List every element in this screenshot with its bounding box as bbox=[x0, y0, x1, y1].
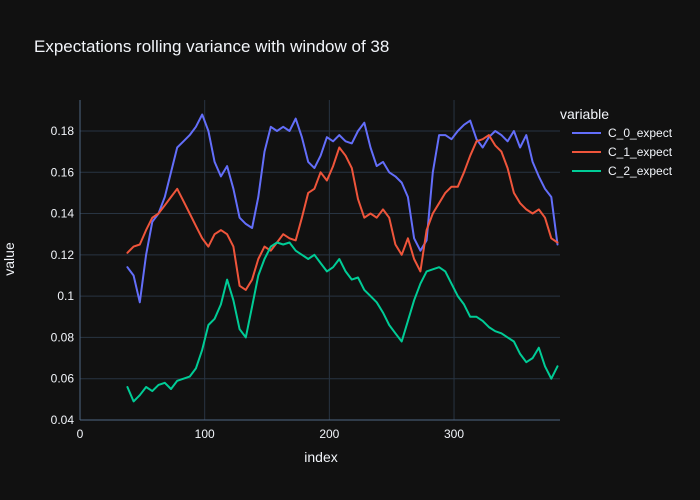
y-tick-label: 0.16 bbox=[51, 165, 75, 179]
x-tick-label: 0 bbox=[77, 427, 84, 441]
chart-title: Expectations rolling variance with windo… bbox=[34, 37, 389, 56]
y-tick-label: 0.06 bbox=[51, 372, 75, 386]
y-axis-title: value bbox=[1, 242, 17, 276]
legend-label: C_0_expect bbox=[608, 126, 673, 140]
legend-title: variable bbox=[560, 106, 609, 122]
legend: variable C_0_expect C_1_expect C_2_expect bbox=[560, 106, 673, 178]
y-tick-label: 0.18 bbox=[51, 124, 75, 138]
x-tick-label: 100 bbox=[195, 427, 215, 441]
legend-label: C_2_expect bbox=[608, 164, 673, 178]
series-line-c-0-expect bbox=[126, 113, 559, 304]
y-tick-label: 0.1 bbox=[57, 289, 74, 303]
x-axis-title: index bbox=[304, 449, 337, 465]
series-line-c-2-expect bbox=[126, 241, 559, 403]
series-line-c-1-expect bbox=[126, 134, 559, 291]
x-tick-label: 200 bbox=[319, 427, 339, 441]
legend-label: C_1_expect bbox=[608, 145, 673, 159]
y-tick-label: 0.04 bbox=[51, 413, 75, 427]
tick-labels: 0.04 0.06 0.08 0.1 0.12 0.14 0.16 0.18 0 100 200 30… bbox=[51, 124, 465, 441]
y-tick-label: 0.08 bbox=[51, 330, 75, 344]
x-tick-label: 300 bbox=[444, 427, 464, 441]
y-tick-label: 0.12 bbox=[51, 248, 75, 262]
series-lines bbox=[126, 113, 559, 403]
y-tick-label: 0.14 bbox=[51, 207, 75, 221]
